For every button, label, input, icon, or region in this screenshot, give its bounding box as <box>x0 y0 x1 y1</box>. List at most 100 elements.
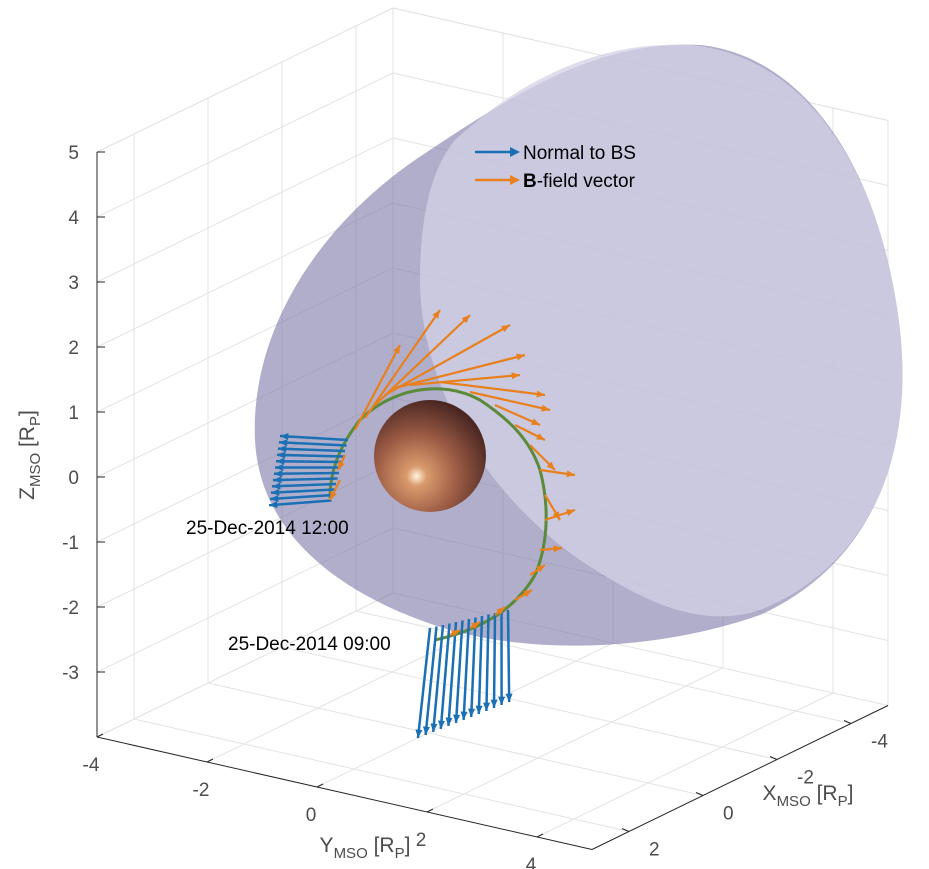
grid-line <box>96 7 394 153</box>
arrow-head <box>415 729 423 738</box>
label-part: Y <box>320 834 334 857</box>
x-tick-label: 0 <box>723 804 734 825</box>
z-tick-label: 5 <box>68 143 79 164</box>
grid-line <box>96 72 394 218</box>
arrow-shaft <box>439 380 546 397</box>
arrow-shaft <box>424 626 438 736</box>
arrow-shaft <box>278 441 347 447</box>
grid-line <box>355 610 852 724</box>
legend-text: Normal to BS <box>523 143 636 164</box>
arrow-shaft <box>270 488 335 494</box>
arrow-shaft <box>454 620 464 724</box>
arrow-head <box>566 509 575 516</box>
arrow-shaft <box>273 471 340 476</box>
grid-line <box>133 718 630 832</box>
arrow-head <box>461 315 470 324</box>
arrow-shaft <box>469 390 551 412</box>
arrow-head <box>536 390 545 398</box>
label-part: P <box>838 793 848 810</box>
x-tick-label: -2 <box>797 768 814 789</box>
zlabel-axis-label: ZMSO [RP] <box>16 410 44 500</box>
y-tick <box>536 833 544 838</box>
label-part: MSO <box>334 845 368 862</box>
arrow-head <box>269 501 278 509</box>
legend: Normal to BS B-field vector <box>475 143 636 192</box>
arrow-shaft <box>271 482 337 488</box>
arrow-head <box>280 432 289 440</box>
arrow-shaft <box>276 453 344 458</box>
arrow-shaft <box>354 344 401 431</box>
label-part: P <box>27 416 44 426</box>
arrow-shaft <box>416 627 432 739</box>
label-part: Z <box>16 487 39 500</box>
y-tick-label: 4 <box>526 855 537 869</box>
legend-swatch-head <box>510 147 520 157</box>
label-part: MSO <box>27 453 44 487</box>
y-axis <box>96 736 593 850</box>
arrow-head <box>546 461 555 470</box>
grid-line <box>207 682 704 796</box>
arrow-head <box>330 491 337 500</box>
label-part: [R <box>368 834 395 857</box>
annotation: 25-Dec-2014 09:00 <box>228 634 391 655</box>
y-tick-label: -4 <box>83 755 100 776</box>
z-tick-label: 4 <box>68 208 79 229</box>
arrow-head <box>490 699 498 708</box>
arrow-shaft <box>485 614 490 712</box>
arrow-shaft <box>374 314 471 406</box>
arrow-shaft <box>447 621 458 727</box>
y-tick-label: 0 <box>306 805 317 826</box>
arrow-head <box>501 325 510 333</box>
legend-label: B-field vector <box>523 171 636 192</box>
arrow-head <box>511 372 520 380</box>
x-axis <box>591 705 889 850</box>
arrow-head <box>338 461 345 470</box>
arrow-head <box>272 482 281 490</box>
arrow-head <box>271 488 280 496</box>
arrow-head <box>541 404 550 412</box>
arrows <box>268 309 576 739</box>
arrow-head <box>277 451 286 459</box>
label-part: [R <box>811 782 838 805</box>
x-tick-label: -4 <box>871 732 888 753</box>
grid-line <box>96 137 394 283</box>
z-tick-label: 1 <box>68 403 79 424</box>
arrow-head <box>275 463 284 472</box>
z-tick-label: -2 <box>62 598 79 619</box>
label-part: MSO <box>777 793 811 810</box>
label-part: [R <box>16 426 39 453</box>
arrow-head <box>553 545 562 553</box>
legend-label: Normal to BS <box>523 143 636 164</box>
xlabel-axis-label: XMSO [RP] <box>763 782 854 810</box>
arrow-shaft <box>277 447 346 453</box>
arrow-head <box>471 622 480 630</box>
arrow-head <box>273 476 282 484</box>
x-tick <box>769 756 778 760</box>
arrow-shaft <box>431 624 445 733</box>
arrow-shaft <box>384 324 511 396</box>
grid-line <box>536 692 834 838</box>
legend-bold: B <box>523 171 537 192</box>
arrow-head <box>430 723 438 732</box>
y-tick <box>426 808 434 813</box>
z-tick-label: -3 <box>62 663 79 684</box>
x-tick <box>621 828 630 832</box>
arrow-head <box>498 696 506 705</box>
arrow-head <box>483 702 491 711</box>
arrow-shaft <box>439 623 451 730</box>
z-tick-label: 2 <box>68 338 79 359</box>
grid-line <box>96 592 394 738</box>
arrow-head <box>453 714 461 723</box>
arrow-head <box>393 345 400 354</box>
label-part: ] <box>16 410 39 416</box>
y-tick <box>206 758 214 763</box>
arrow-head <box>516 353 525 361</box>
arrow-head <box>468 708 476 717</box>
label-part: ] <box>848 782 854 805</box>
y-tick <box>316 783 324 788</box>
x-tick <box>843 720 852 724</box>
arrow-head <box>531 418 540 425</box>
arrow-head <box>475 705 483 714</box>
arrow-shaft <box>477 615 484 715</box>
